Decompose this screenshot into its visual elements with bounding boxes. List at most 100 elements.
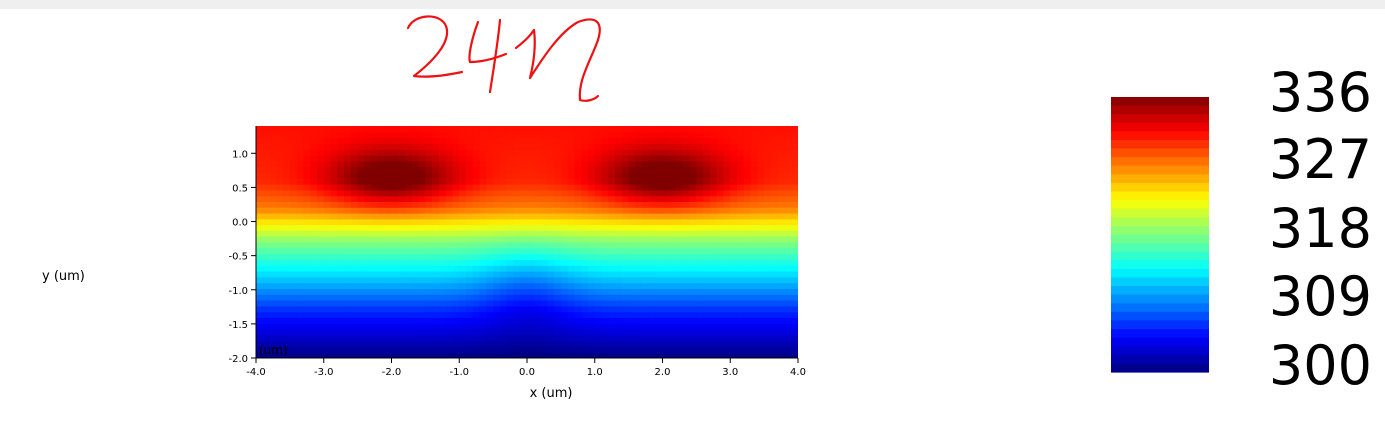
heatmap-cell xyxy=(384,149,393,156)
heatmap-cell xyxy=(615,207,623,214)
heatmap-cell xyxy=(438,195,447,202)
heatmap-cell xyxy=(472,346,481,353)
heatmap-cell xyxy=(466,265,474,272)
heatmap-cell xyxy=(533,172,542,179)
heatmap-cell xyxy=(411,253,420,260)
heatmap-cell xyxy=(330,131,338,139)
heatmap-cell xyxy=(628,207,636,214)
heatmap-cell xyxy=(533,224,542,231)
heatmap-cell xyxy=(520,276,528,284)
heatmap-cell xyxy=(574,305,582,313)
heatmap-cell xyxy=(466,189,474,197)
heatmap-cell xyxy=(662,242,670,249)
heatmap-cell xyxy=(648,178,657,185)
heatmap-cell xyxy=(770,149,779,156)
heatmap-cell xyxy=(445,253,454,260)
heatmap-cell xyxy=(764,253,772,260)
heatmap-cell xyxy=(601,189,609,197)
heatmap-cell xyxy=(276,329,284,336)
heatmap-cell xyxy=(723,271,731,278)
heatmap-cell xyxy=(587,189,596,197)
heatmap-cell xyxy=(567,213,576,220)
x-tick-label: -2.0 xyxy=(382,367,402,378)
heatmap-cell xyxy=(391,265,399,272)
heatmap-cell xyxy=(716,143,725,150)
temperature-field xyxy=(256,126,798,358)
heatmap-cell xyxy=(750,166,758,173)
heatmap-cell xyxy=(411,340,420,347)
heatmap-cell xyxy=(560,178,569,185)
heatmap-cell xyxy=(384,126,393,133)
heatmap-cell xyxy=(682,166,691,173)
heatmap-cell xyxy=(296,288,305,295)
heatmap-cell xyxy=(520,329,528,336)
heatmap-cell xyxy=(452,126,460,133)
heatmap-cell xyxy=(391,329,399,336)
heatmap-cell xyxy=(574,224,582,231)
heatmap-cell xyxy=(452,334,460,342)
heatmap-cell xyxy=(770,218,779,226)
heatmap-cell xyxy=(533,218,542,226)
heatmap-cell xyxy=(262,323,271,330)
heatmap-cell xyxy=(316,317,325,324)
heatmap-cell xyxy=(425,166,433,173)
heatmap-cell xyxy=(276,352,284,358)
heatmap-cell xyxy=(330,155,338,162)
heatmap-cell xyxy=(344,143,352,150)
heatmap-cell xyxy=(520,340,528,347)
heatmap-cell xyxy=(615,131,623,139)
heatmap-cell xyxy=(540,131,548,139)
heatmap-cell xyxy=(615,126,623,133)
heatmap-cell xyxy=(757,160,765,168)
heatmap-cell xyxy=(669,166,677,173)
heatmap-cell xyxy=(337,195,345,202)
heatmap-cell xyxy=(750,137,758,144)
heatmap-cell xyxy=(364,329,372,336)
heatmap-cell xyxy=(669,201,677,208)
heatmap-cell xyxy=(723,340,731,347)
heatmap-cell xyxy=(405,131,413,139)
heatmap-cell xyxy=(472,213,481,220)
heatmap-cell xyxy=(303,259,311,266)
heatmap-cell xyxy=(310,184,318,191)
heatmap-cell xyxy=(757,189,765,197)
heatmap-cell xyxy=(344,131,352,139)
heatmap-cell xyxy=(520,126,528,133)
heatmap-cell xyxy=(669,230,677,237)
heatmap-cell xyxy=(262,189,271,197)
heatmap-cell xyxy=(269,178,277,185)
heatmap-cell xyxy=(520,265,528,272)
heatmap-cell xyxy=(418,346,426,353)
heatmap-cell xyxy=(344,189,352,197)
heatmap-cell xyxy=(621,178,630,185)
heatmap-cell xyxy=(310,236,318,243)
heatmap-cell xyxy=(669,259,677,266)
heatmap-cell xyxy=(296,311,305,318)
heatmap-cell xyxy=(750,253,758,260)
heatmap-cell xyxy=(296,184,305,191)
colorbar-band xyxy=(1111,105,1209,115)
heatmap-cell xyxy=(757,155,765,162)
heatmap-cell xyxy=(655,265,664,272)
heatmap-cell xyxy=(303,300,311,307)
heatmap-cell xyxy=(581,207,589,214)
heatmap-cell xyxy=(262,160,271,168)
heatmap-cell xyxy=(608,259,616,266)
heatmap-cell xyxy=(269,137,277,144)
heatmap-cell xyxy=(398,242,406,249)
heatmap-cell xyxy=(283,178,291,185)
heatmap-cell xyxy=(520,230,528,237)
heatmap-cell xyxy=(425,236,433,243)
heatmap-cell xyxy=(337,323,345,330)
heatmap-cell xyxy=(459,265,467,272)
heatmap-cell xyxy=(554,201,562,208)
colorbar-band xyxy=(1111,286,1209,296)
heatmap-cell xyxy=(384,323,393,330)
heatmap-cell xyxy=(337,207,345,214)
heatmap-cell xyxy=(303,317,311,324)
heatmap-cell xyxy=(560,271,569,278)
heatmap-cell xyxy=(689,189,697,197)
heatmap-cell xyxy=(479,160,487,168)
heatmap-cell xyxy=(452,265,460,272)
heatmap-cell xyxy=(547,305,555,313)
